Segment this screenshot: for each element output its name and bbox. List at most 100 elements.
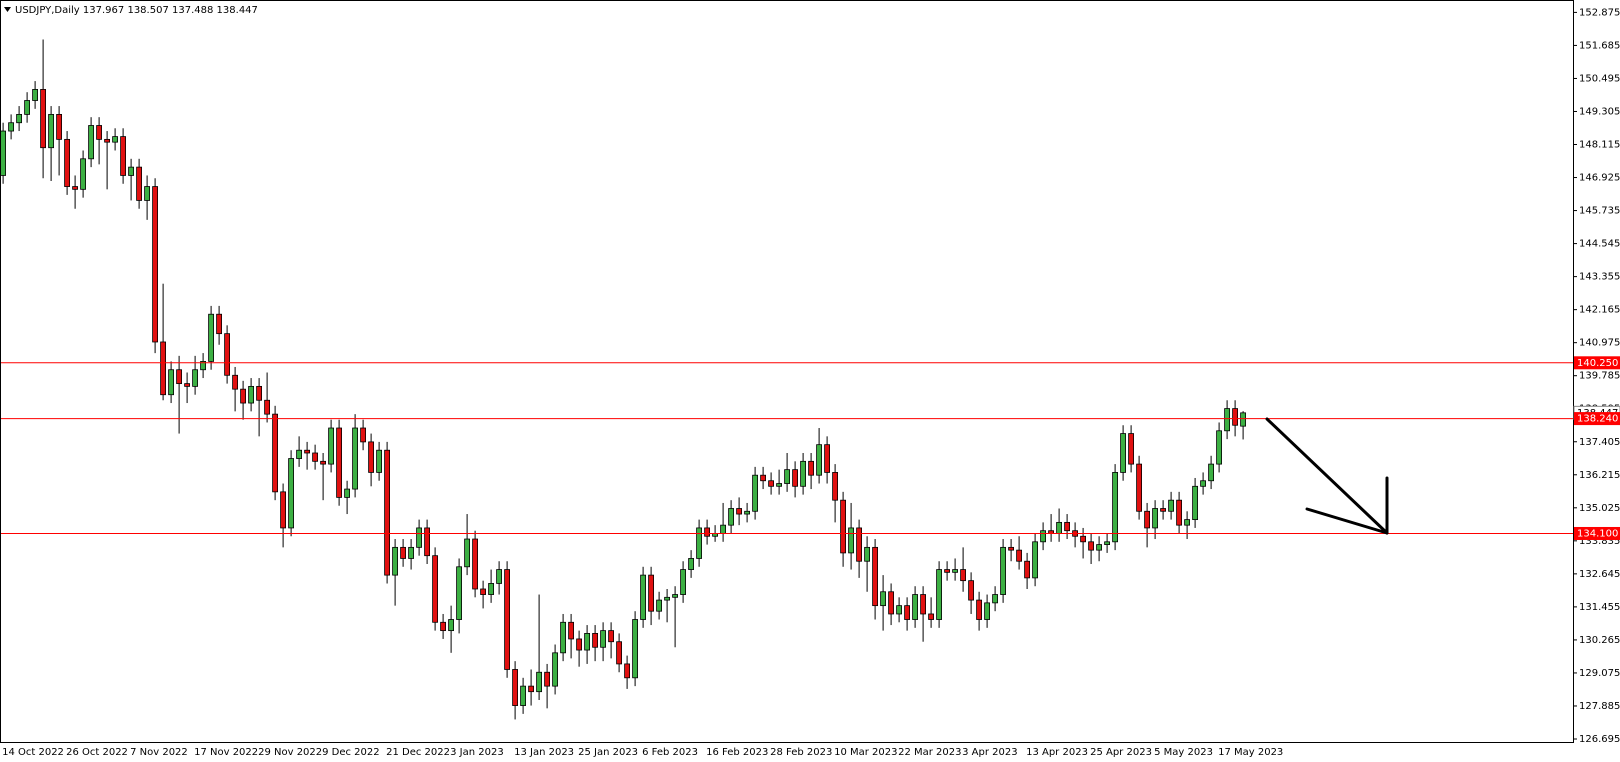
candle-body	[312, 452, 319, 462]
level-label: 134.100	[1577, 528, 1618, 539]
candle-body	[520, 685, 526, 706]
candle-body	[112, 136, 118, 143]
candle-body	[496, 569, 503, 584]
candle-body	[704, 527, 710, 537]
candle-body	[1160, 508, 1166, 512]
candle-body	[664, 596, 670, 601]
drawn-arrow	[1265, 417, 1389, 535]
candle-body	[880, 591, 886, 607]
last-high: 138.507	[127, 5, 168, 16]
candle-body	[1224, 408, 1230, 432]
y-tick-label: 136.215	[1579, 470, 1620, 481]
candle-body	[288, 458, 295, 529]
candle-body	[40, 89, 46, 149]
candle-body	[24, 100, 31, 115]
candle-body	[920, 594, 926, 615]
y-tick-label: 127.885	[1579, 701, 1620, 712]
candle-body	[1184, 519, 1190, 526]
x-tick-label: 13 Apr 2023	[1026, 747, 1088, 758]
x-tick-label: 25 Apr 2023	[1090, 747, 1152, 758]
candle-body	[528, 685, 534, 693]
candle-body	[768, 480, 774, 487]
candle-body	[720, 524, 726, 534]
x-tick-label: 16 Feb 2023	[706, 747, 768, 758]
candle-body	[72, 186, 78, 190]
candle-body	[992, 594, 998, 604]
candle-body	[632, 619, 638, 679]
candle-body	[1128, 433, 1134, 465]
candle-body	[384, 449, 391, 576]
y-tick-label: 150.495	[1579, 73, 1620, 84]
candle-body	[552, 652, 558, 687]
candle-body	[840, 499, 846, 554]
candle-body	[480, 588, 487, 595]
candle-body	[304, 449, 311, 454]
candle-body	[792, 469, 798, 487]
candle-body	[48, 113, 54, 149]
x-tick-label: 17 May 2023	[1218, 747, 1283, 758]
candle-body	[352, 427, 359, 490]
chart-header: USDJPY,Daily 137.967 138.507 137.488 138…	[15, 5, 258, 16]
candle-body	[192, 369, 199, 387]
candle-body	[640, 574, 646, 620]
candle-body	[536, 671, 542, 693]
candle-body	[1144, 510, 1150, 529]
candle-body	[1208, 463, 1214, 482]
candle-body	[328, 427, 335, 465]
candle-body	[864, 546, 870, 562]
candle-body	[744, 510, 750, 515]
x-tick-label: 10 Mar 2023	[834, 747, 897, 758]
candle-body	[968, 580, 974, 601]
x-tick-label: 25 Jan 2023	[578, 747, 638, 758]
candle-body	[544, 671, 550, 687]
x-tick-label: 7 Nov 2022	[130, 747, 188, 758]
candle-body	[648, 574, 654, 612]
candle-body	[448, 619, 455, 632]
candle-body	[240, 388, 247, 404]
candle-body	[936, 569, 942, 620]
candle-body	[776, 483, 782, 487]
candle-body	[504, 569, 511, 670]
candle-body	[800, 460, 806, 487]
candle-body	[616, 641, 622, 665]
candle-body	[832, 472, 838, 501]
candle-body	[976, 599, 982, 620]
candle-body	[736, 508, 742, 515]
candle-body	[464, 538, 471, 568]
symbol: USDJPY,Daily	[15, 5, 80, 16]
candle-body	[408, 546, 415, 559]
candle-body	[336, 427, 343, 498]
candle-body	[856, 527, 862, 562]
y-tick-label: 129.075	[1579, 668, 1620, 679]
candle-body	[688, 558, 694, 570]
candle-body	[168, 369, 175, 396]
candle-body	[1096, 544, 1102, 551]
candle-body	[1120, 433, 1126, 473]
candle-body	[952, 569, 958, 573]
candle-body	[1216, 430, 1222, 465]
candle-body	[1104, 541, 1110, 545]
y-tick-label: 132.645	[1579, 569, 1620, 580]
candle-body	[824, 444, 830, 473]
candle-body	[1192, 485, 1198, 521]
y-tick-label: 135.025	[1579, 503, 1620, 514]
y-tick-label: 149.305	[1579, 106, 1620, 117]
candle-body	[32, 89, 38, 101]
candle-body	[896, 605, 902, 615]
candle-body	[1200, 480, 1206, 487]
y-tick-label: 137.405	[1579, 437, 1620, 448]
candle-body	[1240, 412, 1246, 427]
y-tick-label: 139.785	[1579, 371, 1620, 382]
x-tick-label: 13 Jan 2023	[514, 747, 574, 758]
candle-body	[1056, 521, 1062, 534]
x-tick-label: 28 Feb 2023	[770, 747, 832, 758]
x-tick-label: 26 Oct 2022	[66, 747, 128, 758]
candle-body	[1168, 499, 1174, 512]
candle-body	[176, 369, 183, 385]
level-label: 138.240	[1577, 414, 1618, 425]
candle-body	[392, 546, 399, 576]
candle-body	[144, 186, 151, 201]
candle-body	[1232, 408, 1238, 426]
candle-body	[456, 566, 463, 620]
